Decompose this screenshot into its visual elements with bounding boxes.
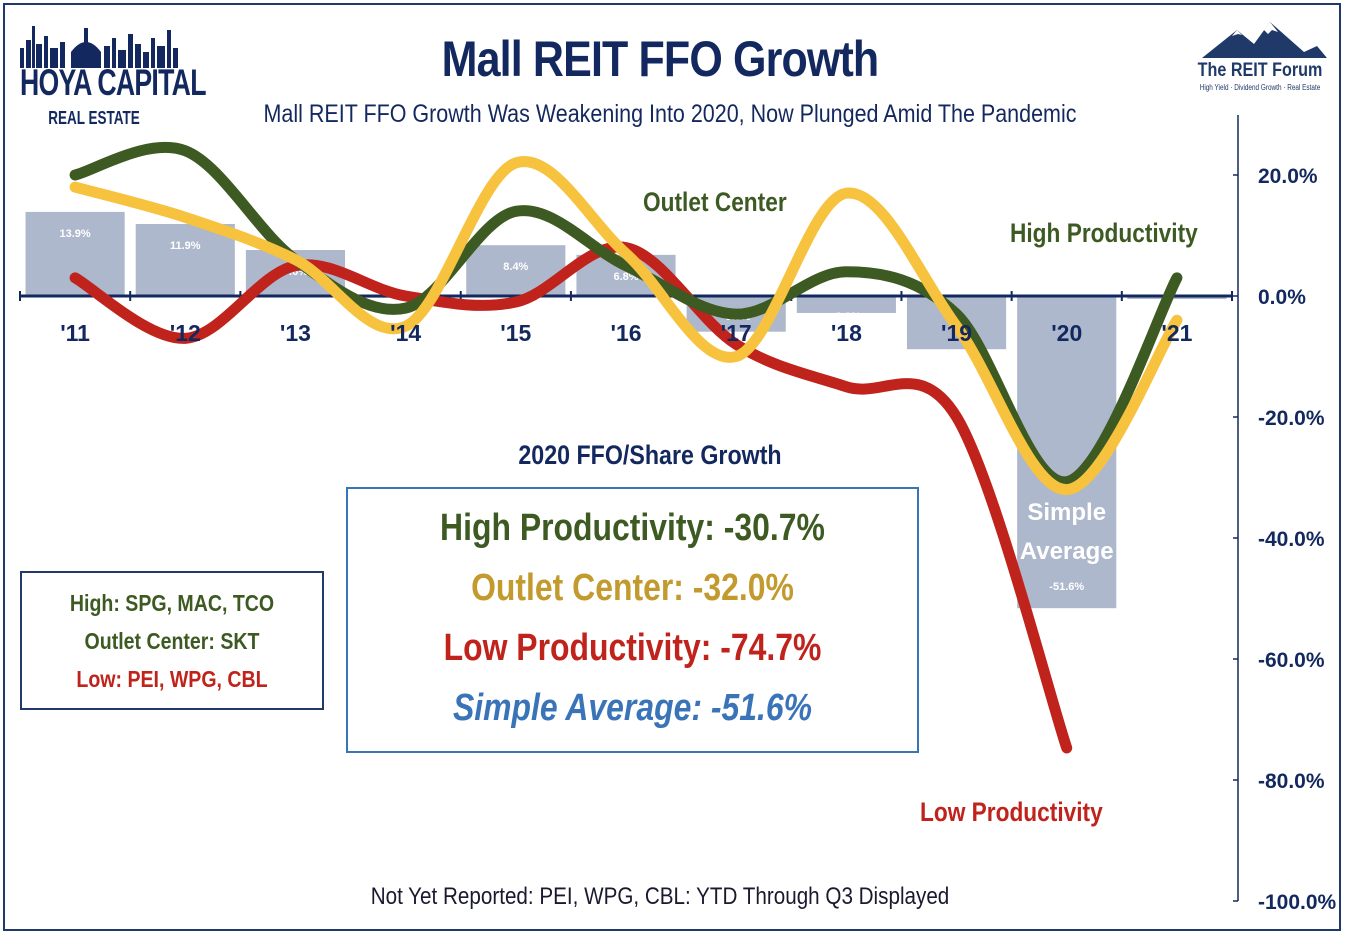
- x-tick-label-7: '18: [831, 320, 862, 346]
- bar-annotation-average: Average: [1020, 538, 1114, 565]
- bar-label-4: 8.4%: [503, 261, 528, 273]
- bar-label-1: 11.9%: [170, 240, 201, 252]
- y-tick-label-6: -100.0%: [1258, 891, 1337, 914]
- legend-outlet: Outlet Center: SKT: [84, 628, 260, 654]
- summary-low-productivity: Low Productivity: -74.7%: [443, 627, 822, 669]
- summary-outlet-center: Outlet Center: -32.0%: [471, 567, 794, 609]
- x-tick-label-1: '12: [170, 320, 201, 346]
- reit-forum-logo-tagline: High Yield · Dividend Growth · Real Esta…: [1199, 83, 1321, 92]
- y-tick-label-5: -80.0%: [1258, 770, 1325, 793]
- chart-subtitle: Mall REIT FFO Growth Was Weakening Into …: [263, 100, 1077, 128]
- footnote: Not Yet Reported: PEI, WPG, CBL: YTD Thr…: [370, 883, 950, 910]
- summary-simple-average: Simple Average: -51.6%: [453, 687, 812, 729]
- series-line-1: [69, 156, 1183, 496]
- x-tick-label-8: '19: [941, 320, 972, 346]
- legend-high: High: SPG, MAC, TCO: [69, 590, 275, 616]
- y-tick-label-0: 20.0%: [1258, 165, 1318, 188]
- x-tick-label-2: '13: [280, 320, 311, 346]
- y-tick-label-4: -60.0%: [1258, 649, 1325, 672]
- summary-heading: 2020 FFO/Share Growth: [518, 440, 782, 470]
- x-tick-label-0: '11: [60, 320, 90, 346]
- hoya-capital-logo-sub: REAL ESTATE: [48, 108, 140, 128]
- chart-frame: [3, 3, 1341, 931]
- summary-box: High Productivity: -30.7% Outlet Center:…: [346, 487, 919, 753]
- y-tick-label-3: -40.0%: [1258, 528, 1325, 551]
- summary-high-productivity: High Productivity: -30.7%: [440, 507, 825, 549]
- hoya-capital-logo-name: HOYA CAPITAL: [20, 62, 206, 103]
- reit-forum-logo-name: The REIT Forum: [1197, 60, 1323, 81]
- hoya-capital-skyline-logo: [20, 26, 178, 68]
- legend-low: Low: PEI, WPG, CBL: [76, 666, 268, 692]
- group-legend-box: High: SPG, MAC, TCO Outlet Center: SKT L…: [20, 571, 324, 710]
- y-tick-label-2: -20.0%: [1258, 407, 1325, 430]
- x-tick-label-3: '14: [390, 320, 421, 346]
- bar-annotation-simple: Simple: [1027, 499, 1106, 526]
- annotation-outlet-center: Outlet Center: [643, 187, 787, 217]
- x-tick-label-10: '21: [1161, 320, 1192, 346]
- x-tick-label-6: '17: [721, 320, 752, 346]
- x-tick-label-9: '20: [1051, 320, 1082, 346]
- bar-label-9: -51.6%: [1049, 581, 1084, 593]
- reit-forum-mountain-logo: [1202, 22, 1327, 58]
- y-tick-label-1: 0.0%: [1258, 286, 1306, 309]
- bar-7: [796, 296, 896, 313]
- x-tick-label-5: '16: [610, 320, 641, 346]
- bar-label-0: 13.9%: [59, 228, 90, 240]
- annotation-low-productivity: Low Productivity: [920, 797, 1103, 827]
- bar-10: [1127, 296, 1227, 300]
- chart-title: Mall REIT FFO Growth: [441, 31, 880, 87]
- x-tick-label-4: '15: [500, 320, 531, 346]
- bar-1: [135, 224, 235, 296]
- bar-label-7: -2.8%: [832, 311, 861, 323]
- annotation-high-productivity: High Productivity: [1010, 218, 1198, 248]
